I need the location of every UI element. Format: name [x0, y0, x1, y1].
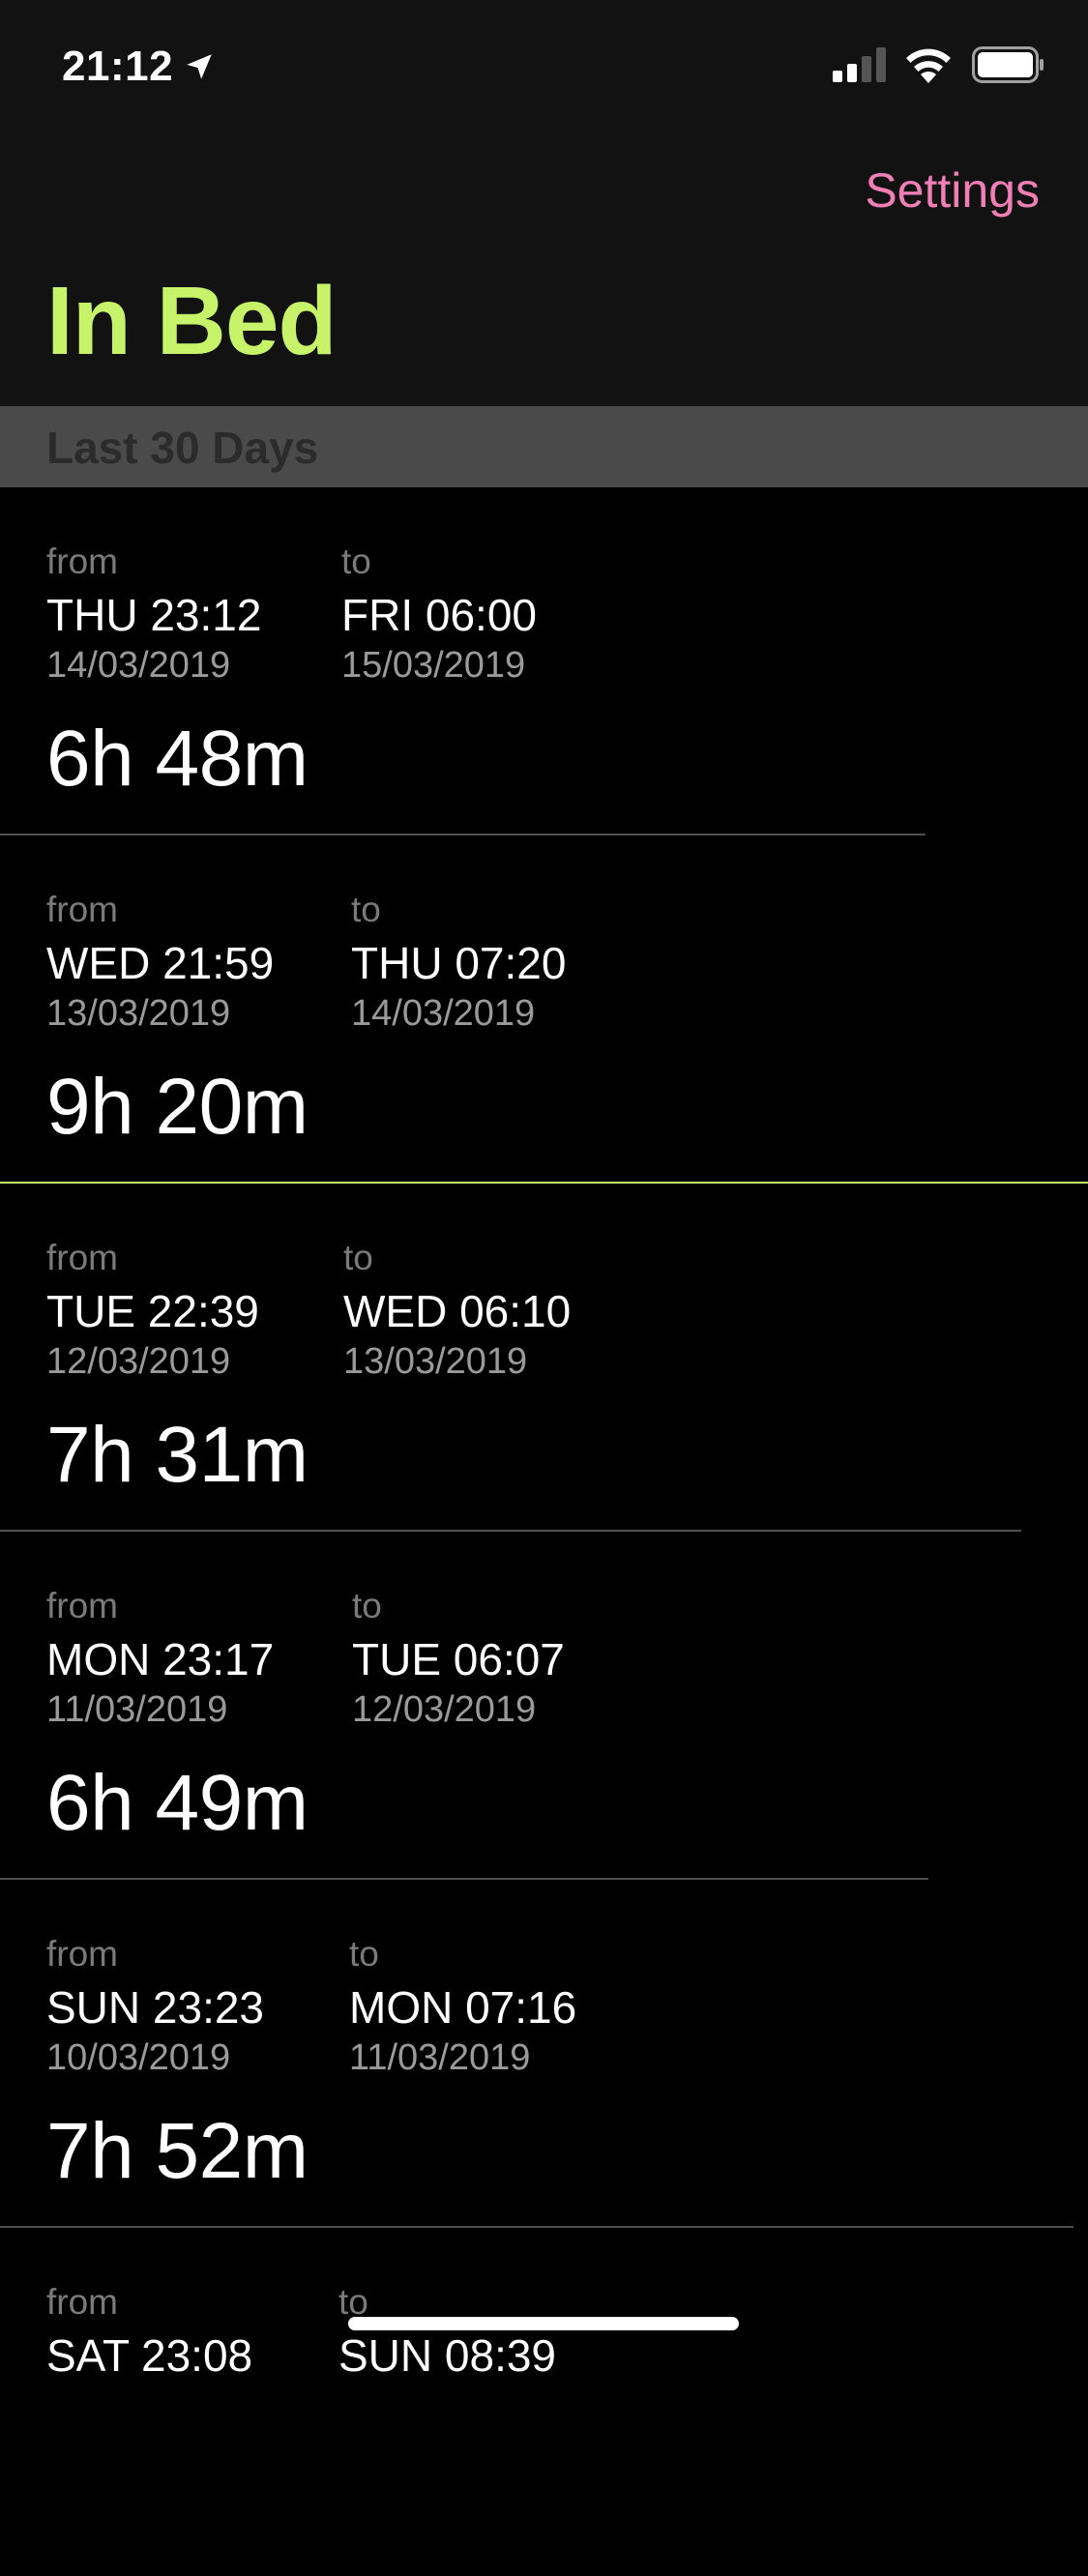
- row-divider: [0, 834, 926, 835]
- to-column: to WED 06:10 13/03/2019: [343, 1240, 571, 1380]
- list-item[interactable]: from WED 21:59 13/03/2019 to THU 07:20 1…: [0, 835, 1088, 1184]
- from-date: 14/03/2019: [46, 645, 231, 686]
- to-time: FRI 06:00: [341, 590, 537, 640]
- from-label: from: [46, 1934, 118, 1974]
- from-date: 11/03/2019: [46, 1689, 228, 1730]
- to-date: 15/03/2019: [341, 645, 526, 686]
- from-time: THU 23:12: [46, 590, 262, 640]
- duration-value: 9h 20m: [46, 1063, 309, 1151]
- list-item[interactable]: from THU 23:12 14/03/2019 to FRI 06:00 1…: [0, 487, 1088, 835]
- status-time-text: 21:12: [62, 43, 174, 90]
- from-label: from: [46, 1238, 118, 1277]
- to-date: 12/03/2019: [352, 1689, 537, 1730]
- from-time: MON 23:17: [46, 1634, 275, 1684]
- to-label: to: [351, 890, 381, 929]
- to-label: to: [349, 1934, 379, 1974]
- list-item[interactable]: from SAT 23:08 to SUN 08:39: [0, 2228, 1088, 2576]
- status-bar-time: 21:12: [62, 43, 216, 91]
- row-divider: [0, 1878, 928, 1880]
- section-header-label: Last 30 Days: [46, 423, 319, 473]
- from-label: from: [46, 542, 118, 581]
- from-label: from: [46, 2282, 118, 2322]
- from-time: TUE 22:39: [46, 1286, 259, 1336]
- home-indicator[interactable]: [348, 2317, 739, 2330]
- row-divider: [0, 1530, 1021, 1532]
- to-date: 13/03/2019: [343, 1341, 528, 1382]
- cellular-signal-icon: [833, 47, 886, 82]
- to-label: to: [338, 2282, 368, 2322]
- row-divider: [0, 2226, 1073, 2228]
- sleep-entries-list[interactable]: from THU 23:12 14/03/2019 to FRI 06:00 1…: [0, 487, 1088, 2576]
- from-time: SUN 23:23: [46, 1982, 265, 2033]
- list-item[interactable]: from TUE 22:39 12/03/2019 to WED 06:10 1…: [0, 1184, 1088, 1532]
- from-date: 12/03/2019: [46, 1341, 231, 1382]
- duration-value: 7h 31m: [46, 1411, 309, 1499]
- duration-value: 7h 52m: [46, 2107, 309, 2195]
- from-column: from TUE 22:39 12/03/2019: [46, 1240, 259, 1380]
- battery-icon: [972, 46, 1044, 83]
- wifi-icon: [906, 48, 951, 83]
- from-column: from MON 23:17 11/03/2019: [46, 1588, 274, 1728]
- section-header: Last 30 Days: [0, 406, 1088, 487]
- navigation-header: 21:12 Settings In Bed: [0, 0, 1088, 406]
- from-column: from WED 21:59 13/03/2019: [46, 892, 274, 1032]
- list-item[interactable]: from MON 23:17 11/03/2019 to TUE 06:07 1…: [0, 1532, 1088, 1880]
- to-column: to SUN 08:39: [338, 2284, 556, 2387]
- location-arrow-icon: [187, 54, 212, 79]
- from-column: from SUN 23:23 10/03/2019: [46, 1936, 264, 2076]
- to-column: to FRI 06:00 15/03/2019: [341, 543, 537, 684]
- from-label: from: [46, 1586, 118, 1625]
- page-title: In Bed: [46, 267, 338, 375]
- from-label: from: [46, 890, 118, 929]
- to-column: to TUE 06:07 12/03/2019: [352, 1588, 565, 1728]
- status-bar-indicators: [833, 46, 1045, 83]
- from-date: 13/03/2019: [46, 993, 231, 1034]
- to-date: 14/03/2019: [351, 993, 536, 1034]
- from-date: 10/03/2019: [46, 2037, 231, 2078]
- from-column: from THU 23:12 14/03/2019: [46, 543, 261, 684]
- list-item[interactable]: from SUN 23:23 10/03/2019 to MON 07:16 1…: [0, 1880, 1088, 2228]
- to-time: MON 07:16: [349, 1982, 577, 2033]
- from-time: SAT 23:08: [46, 2330, 253, 2381]
- to-date: 11/03/2019: [349, 2037, 531, 2078]
- row-divider: [0, 1182, 1088, 1184]
- from-time: WED 21:59: [46, 938, 275, 988]
- to-time: SUN 08:39: [338, 2330, 557, 2381]
- duration-value: 6h 49m: [46, 1759, 309, 1847]
- to-label: to: [343, 1238, 373, 1277]
- settings-button[interactable]: Settings: [865, 163, 1040, 218]
- to-time: THU 07:20: [351, 938, 567, 988]
- to-column: to MON 07:16 11/03/2019: [349, 1936, 576, 2076]
- from-column: from SAT 23:08: [46, 2284, 252, 2387]
- to-label: to: [352, 1586, 382, 1625]
- to-column: to THU 07:20 14/03/2019: [351, 892, 566, 1032]
- to-label: to: [341, 542, 371, 581]
- to-time: WED 06:10: [343, 1286, 572, 1336]
- duration-value: 6h 48m: [46, 715, 309, 803]
- to-time: TUE 06:07: [352, 1634, 565, 1684]
